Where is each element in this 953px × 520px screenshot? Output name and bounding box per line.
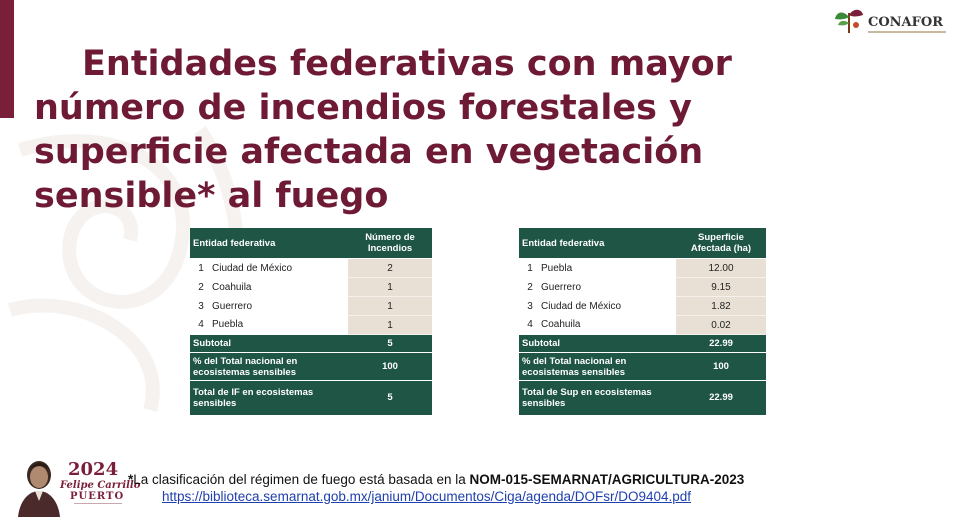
table-row: 2 Guerrero 9.15: [519, 277, 766, 297]
conafor-logo: CONAFOR: [832, 4, 948, 36]
percent-row: % del Total nacional en ecosistemas sens…: [519, 352, 766, 381]
percent-label: % del Total nacional en ecosistemas sens…: [519, 352, 676, 381]
percent-row: % del Total nacional en ecosistemas sens…: [190, 352, 432, 381]
source-link[interactable]: https://biblioteca.semarnat.gob.mx/janiu…: [162, 489, 692, 504]
row-value: 2: [348, 258, 432, 278]
page-title: Entidades federativas con mayor número d…: [34, 44, 732, 216]
footnote: *La clasificación del régimen de fuego e…: [128, 472, 744, 487]
row-value: 1.82: [676, 296, 766, 316]
table-header-row: Entidad federativa Superficie Afectada (…: [519, 228, 766, 259]
row-rank: 4: [519, 315, 537, 335]
row-rank: 3: [519, 296, 537, 316]
table-header-row: Entidad federativa Número de Incendios: [190, 228, 432, 259]
logo-text: CONAFOR: [868, 14, 943, 30]
subtotal-row: Subtotal 5: [190, 334, 432, 353]
row-rank: 2: [190, 277, 208, 297]
row-rank: 2: [519, 277, 537, 297]
table-row: 4 Coahuila 0.02: [519, 315, 766, 335]
logo-underline: [868, 31, 946, 33]
total-value: 22.99: [676, 380, 766, 415]
badge-name: Felipe Carrillo: [60, 480, 141, 491]
total-value: 5: [348, 380, 432, 415]
subtotal-label: Subtotal: [519, 334, 676, 353]
header-entity: Entidad federativa: [190, 228, 348, 259]
footnote-norm: NOM-015-SEMARNAT/AGRICULTURA-2023: [469, 472, 745, 487]
percent-label: % del Total nacional en ecosistemas sens…: [190, 352, 348, 381]
row-rank: 3: [190, 296, 208, 316]
row-value: 1: [348, 296, 432, 316]
badge-place: PUERTO: [70, 491, 125, 502]
row-rank: 1: [190, 258, 208, 278]
row-value: 1: [348, 315, 432, 335]
row-entity: Ciudad de México: [208, 258, 348, 278]
superficie-table: Entidad federativa Superficie Afectada (…: [519, 228, 766, 415]
percent-value: 100: [348, 352, 432, 381]
conafor-leaf-icon: [835, 9, 863, 33]
header-entity: Entidad federativa: [519, 228, 676, 259]
row-value: 12.00: [676, 258, 766, 278]
footnote-asterisk: *: [128, 472, 134, 487]
felipe-carrillo-puerto-badge: 2024 Felipe Carrillo PUERTO: [14, 455, 140, 517]
row-entity: Puebla: [537, 258, 676, 278]
badge-rule: [74, 503, 122, 514]
row-entity: Guerrero: [537, 277, 676, 297]
row-value: 9.15: [676, 277, 766, 297]
row-entity: Puebla: [208, 315, 348, 335]
incendios-table: Entidad federativa Número de Incendios 1…: [190, 228, 432, 415]
table-row: 4 Puebla 1: [190, 315, 432, 335]
row-rank: 1: [519, 258, 537, 278]
table-row: 3 Guerrero 1: [190, 296, 432, 316]
table-row: 2 Coahuila 1: [190, 277, 432, 297]
table-row: 1 Ciudad de México 2: [190, 258, 432, 278]
footnote-text: La clasificación del régimen de fuego es…: [133, 472, 470, 487]
header-value: Superficie Afectada (ha): [676, 228, 766, 259]
row-entity: Coahuila: [208, 277, 348, 297]
table-row: 3 Ciudad de México 1.82: [519, 296, 766, 316]
total-row: Total de Sup en ecosistemas sensibles 22…: [519, 380, 766, 415]
total-row: Total de IF en ecosistemas sensibles 5: [190, 380, 432, 415]
total-label: Total de Sup en ecosistemas sensibles: [519, 380, 676, 415]
table-row: 1 Puebla 12.00: [519, 258, 766, 278]
row-entity: Coahuila: [537, 315, 676, 335]
row-entity: Ciudad de México: [537, 296, 676, 316]
total-label: Total de IF en ecosistemas sensibles: [190, 380, 348, 415]
subtotal-row: Subtotal 22.99: [519, 334, 766, 353]
accent-bar: [0, 0, 14, 118]
subtotal-value: 22.99: [676, 334, 766, 353]
portrait-icon: [18, 461, 60, 517]
row-value: 1: [348, 277, 432, 297]
row-value: 0.02: [676, 315, 766, 335]
percent-value: 100: [676, 352, 766, 381]
row-rank: 4: [190, 315, 208, 335]
badge-year: 2024: [68, 459, 119, 480]
subtotal-label: Subtotal: [190, 334, 348, 353]
row-entity: Guerrero: [208, 296, 348, 316]
header-value: Número de Incendios: [348, 228, 432, 259]
subtotal-value: 5: [348, 334, 432, 353]
